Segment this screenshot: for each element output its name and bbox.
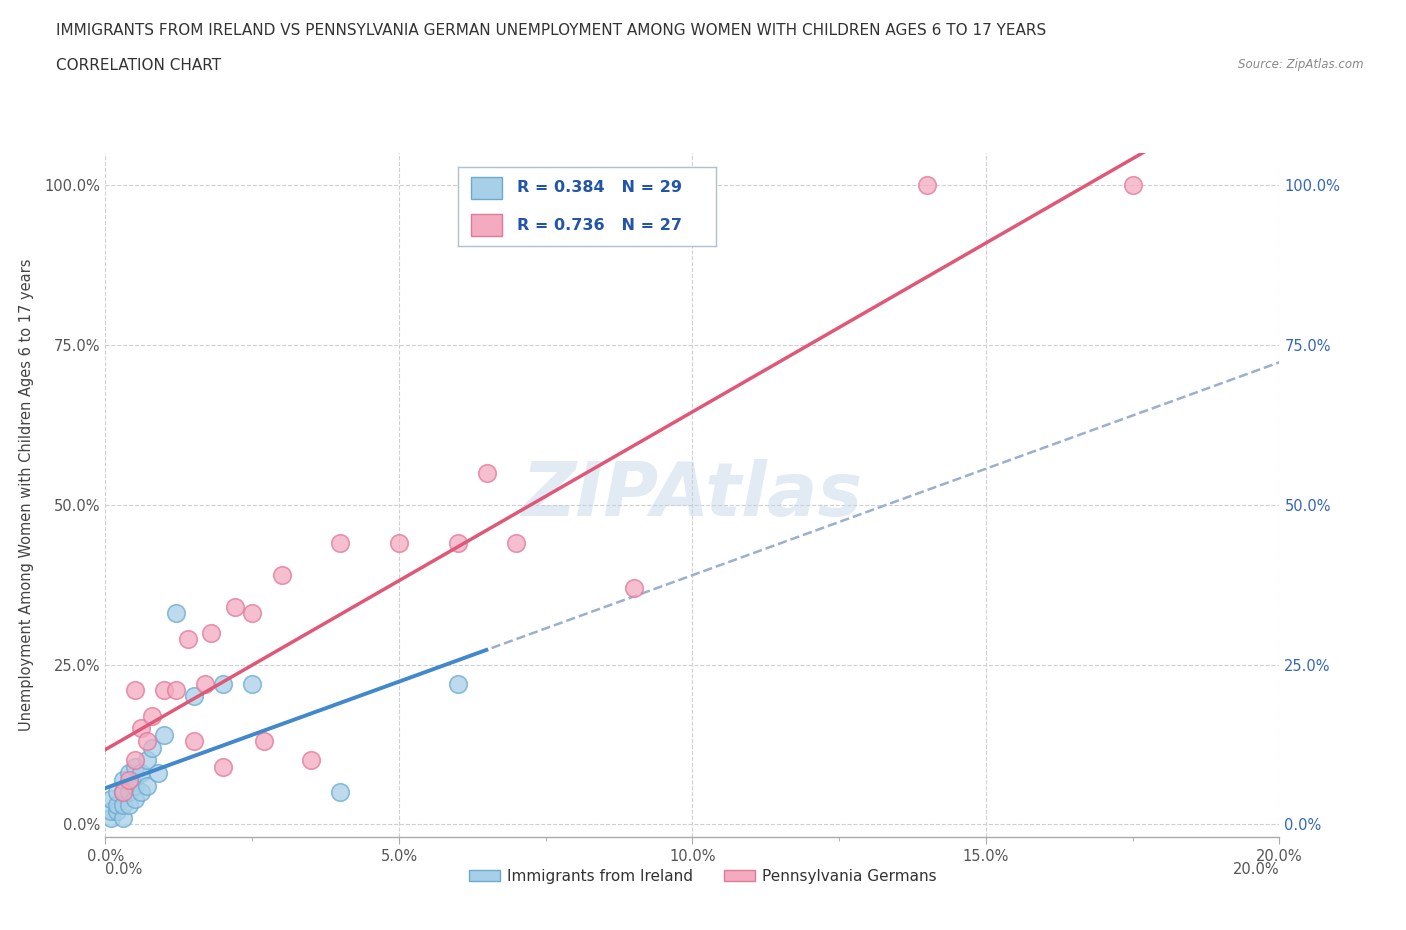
- Text: Source: ZipAtlas.com: Source: ZipAtlas.com: [1239, 58, 1364, 71]
- Text: 20.0%: 20.0%: [1233, 862, 1279, 877]
- Point: [1122, 178, 1144, 193]
- Point: [329, 536, 352, 551]
- Point: [124, 683, 146, 698]
- Point: [505, 536, 527, 551]
- Point: [105, 785, 128, 800]
- Point: [105, 798, 128, 813]
- Point: [124, 759, 146, 774]
- Point: [299, 753, 322, 768]
- Point: [100, 810, 122, 825]
- Point: [148, 765, 170, 780]
- Point: [224, 600, 246, 615]
- Point: [118, 765, 141, 780]
- Point: [153, 727, 176, 742]
- Point: [112, 785, 135, 800]
- Point: [129, 721, 152, 736]
- Point: [165, 683, 187, 698]
- Point: [388, 536, 411, 551]
- Point: [135, 734, 157, 749]
- Point: [118, 785, 141, 800]
- Point: [253, 734, 276, 749]
- Point: [153, 683, 176, 698]
- Text: R = 0.384   N = 29: R = 0.384 N = 29: [517, 180, 682, 195]
- Point: [100, 791, 122, 806]
- Point: [211, 759, 233, 774]
- Bar: [471, 214, 502, 236]
- Point: [240, 606, 263, 621]
- Text: CORRELATION CHART: CORRELATION CHART: [56, 58, 221, 73]
- Point: [100, 804, 122, 819]
- Point: [475, 465, 498, 480]
- Point: [176, 631, 198, 646]
- Point: [211, 676, 233, 691]
- Point: [183, 734, 205, 749]
- Legend: Immigrants from Ireland, Pennsylvania Germans: Immigrants from Ireland, Pennsylvania Ge…: [463, 863, 943, 890]
- Point: [194, 676, 217, 691]
- Point: [124, 753, 146, 768]
- Point: [118, 772, 141, 787]
- Point: [623, 580, 645, 595]
- Point: [183, 689, 205, 704]
- Point: [129, 785, 152, 800]
- Text: R = 0.736   N = 27: R = 0.736 N = 27: [517, 218, 682, 232]
- Point: [124, 791, 146, 806]
- Bar: [471, 177, 502, 199]
- Point: [446, 536, 468, 551]
- Point: [135, 778, 157, 793]
- Point: [105, 804, 128, 819]
- Point: [917, 178, 939, 193]
- Point: [270, 567, 292, 582]
- Point: [112, 798, 135, 813]
- Point: [112, 810, 135, 825]
- Point: [112, 772, 135, 787]
- Text: IMMIGRANTS FROM IRELAND VS PENNSYLVANIA GERMAN UNEMPLOYMENT AMONG WOMEN WITH CHI: IMMIGRANTS FROM IRELAND VS PENNSYLVANIA …: [56, 23, 1046, 38]
- Point: [165, 606, 187, 621]
- Point: [135, 753, 157, 768]
- Point: [112, 785, 135, 800]
- Point: [141, 708, 163, 723]
- Point: [240, 676, 263, 691]
- Point: [118, 798, 141, 813]
- Text: ZIPAtlas: ZIPAtlas: [522, 458, 863, 532]
- Point: [200, 625, 222, 640]
- Text: 0.0%: 0.0%: [105, 862, 142, 877]
- Point: [124, 778, 146, 793]
- Point: [141, 740, 163, 755]
- Point: [446, 676, 468, 691]
- Point: [129, 765, 152, 780]
- Point: [329, 785, 352, 800]
- Y-axis label: Unemployment Among Women with Children Ages 6 to 17 years: Unemployment Among Women with Children A…: [18, 259, 34, 732]
